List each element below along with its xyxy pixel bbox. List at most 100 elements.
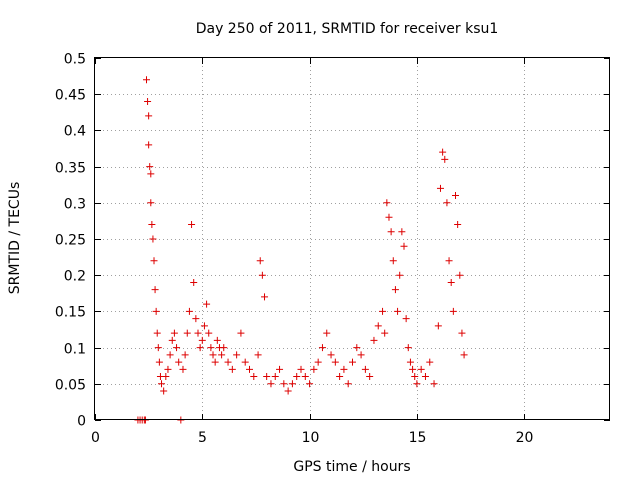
data-point [250, 373, 258, 381]
data-point [261, 293, 269, 301]
data-point [293, 373, 301, 381]
data-point [301, 373, 309, 381]
data-point [430, 380, 438, 388]
data-point [370, 336, 378, 344]
data-point [196, 344, 204, 352]
data-point [383, 199, 391, 207]
data-point [344, 380, 352, 388]
data-point [439, 148, 447, 156]
data-point [417, 365, 425, 373]
data-point [314, 358, 322, 366]
data-point [144, 97, 152, 105]
data-point [143, 76, 150, 84]
y-tick-label: 0.05 [55, 378, 86, 394]
data-point [323, 329, 331, 337]
data-point [146, 163, 154, 171]
data-point [276, 365, 284, 373]
x-tick-label: 15 [409, 430, 427, 446]
data-point [441, 155, 449, 163]
x-tick-label: 0 [91, 430, 100, 446]
data-point [233, 351, 241, 359]
data-point [148, 221, 156, 229]
data-point [198, 336, 206, 344]
data-point [411, 373, 419, 381]
data-point [284, 387, 292, 395]
data-point [209, 351, 217, 359]
data-point [413, 380, 421, 388]
data-point [445, 257, 453, 265]
data-point [150, 257, 158, 265]
data-point [246, 365, 253, 373]
data-point [306, 380, 314, 388]
data-point [175, 358, 183, 366]
data-point [203, 300, 211, 308]
data-point [447, 278, 455, 286]
data-point [404, 344, 412, 352]
y-tick-label: 0.3 [64, 197, 86, 213]
x-tick-label: 20 [516, 430, 534, 446]
data-point [164, 365, 172, 373]
data-point [353, 344, 361, 352]
data-point [168, 336, 176, 344]
data-point [179, 365, 187, 373]
data-point [263, 373, 271, 381]
data-point [436, 184, 444, 192]
data-point [218, 351, 226, 359]
data-point [406, 358, 414, 366]
data-point [166, 351, 174, 359]
data-point [228, 365, 236, 373]
y-tick-label: 0 [77, 414, 86, 430]
data-point [452, 192, 459, 200]
data-point [181, 351, 189, 359]
data-point [170, 329, 178, 337]
x-tick-label: 10 [302, 430, 320, 446]
data-point [280, 380, 288, 388]
x-tick-label: 5 [198, 430, 207, 446]
y-tick-label: 0.45 [55, 88, 86, 104]
data-point [256, 257, 264, 265]
data-point [145, 141, 153, 149]
data-point [340, 365, 348, 373]
data-point [162, 373, 170, 381]
data-point [336, 373, 344, 381]
data-point [220, 344, 228, 352]
data-point [241, 358, 249, 366]
data-point [381, 329, 389, 337]
data-point [357, 351, 365, 359]
data-point [185, 307, 193, 315]
y-tick-label: 0.5 [64, 52, 86, 68]
y-tick-label: 0.4 [64, 124, 86, 140]
data-point [207, 344, 215, 352]
data-point [327, 351, 335, 359]
plot-frame [94, 57, 610, 420]
data-point [190, 278, 198, 286]
data-point [434, 322, 442, 330]
data-point [379, 307, 387, 315]
data-point [385, 213, 393, 221]
data-point [213, 336, 221, 344]
data-point [151, 286, 159, 294]
data-point [394, 307, 402, 315]
data-point [331, 358, 339, 366]
data-point [194, 329, 202, 337]
y-tick-label: 0.35 [55, 161, 86, 177]
grid [95, 58, 610, 420]
data-point [396, 271, 404, 279]
data-point [237, 329, 245, 337]
data-point [389, 257, 397, 265]
data-point [349, 358, 356, 366]
data-point [154, 344, 162, 352]
data-point [456, 271, 464, 279]
data-point [318, 344, 326, 352]
data-point [402, 315, 410, 323]
data-point [409, 365, 417, 373]
data-point [205, 329, 213, 337]
chart-title: Day 250 of 2011, SRMTID for receiver ksu… [196, 21, 499, 37]
data-point [458, 329, 466, 337]
data-point [449, 307, 457, 315]
y-tick-label: 0.15 [55, 305, 86, 321]
data-point [254, 351, 262, 359]
data-point [224, 358, 232, 366]
data-point [188, 221, 196, 229]
